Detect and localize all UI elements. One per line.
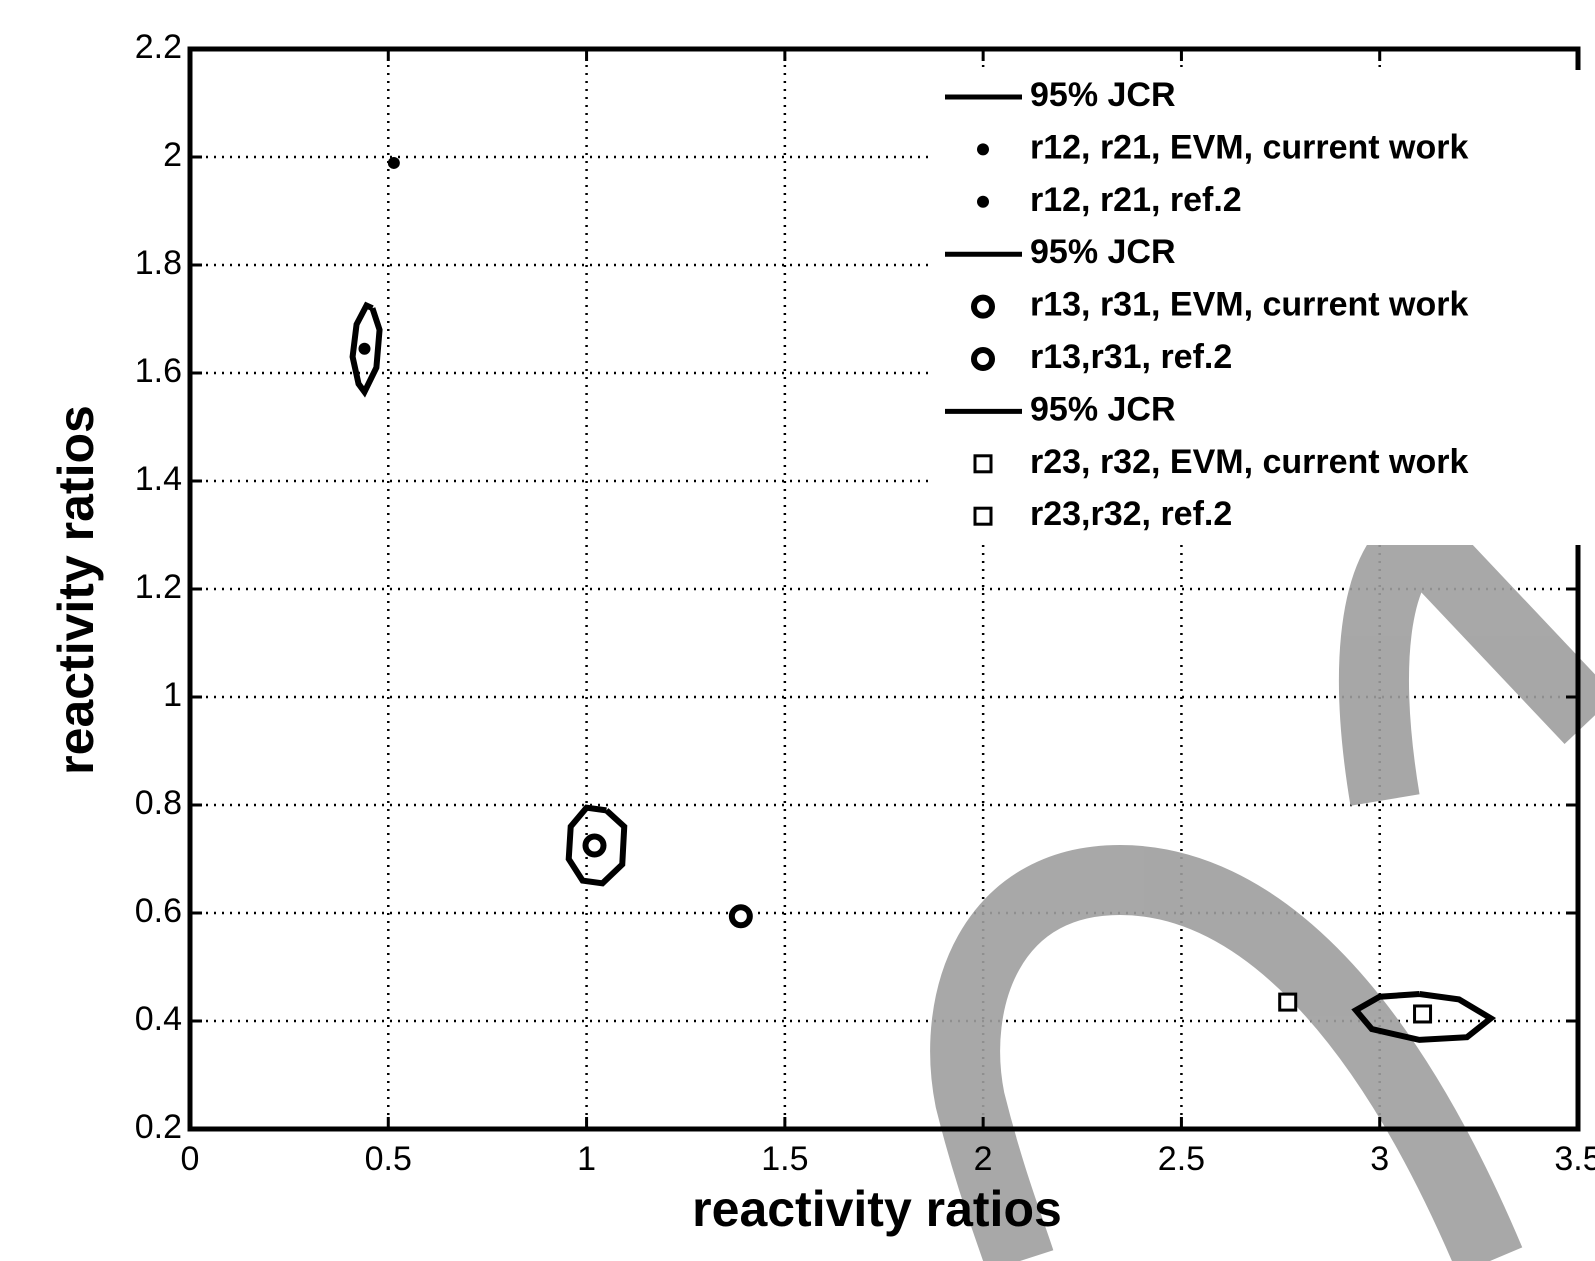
point xyxy=(358,342,371,355)
point xyxy=(977,143,989,156)
watermark-stroke xyxy=(1338,497,1595,806)
x-tick-label: 0 xyxy=(181,1140,200,1178)
legend-label: r13,r31, ref.2 xyxy=(1030,338,1232,376)
y-tick-label: 0.8 xyxy=(135,784,182,822)
legend: 95% JCR r12, r21, EVM, current work r12, r… xyxy=(945,76,1468,533)
point xyxy=(971,347,995,371)
watermark-stroke xyxy=(930,844,1523,1261)
y-tick-label: 0.4 xyxy=(135,1000,182,1038)
x-tick-label: 1.5 xyxy=(761,1140,808,1178)
legend-label: 95% JCR xyxy=(1030,390,1176,428)
legend-label: r13, r31, EVM, current work xyxy=(1030,286,1468,324)
x-axis-label: reactivity ratios xyxy=(692,1181,1062,1237)
legend-label: 95% JCR xyxy=(1030,233,1176,271)
x-tick-label: 2 xyxy=(974,1140,993,1178)
point xyxy=(973,506,993,526)
y-tick-label: 2.2 xyxy=(135,28,182,66)
legend-label: r12, r21, EVM, current work xyxy=(1030,128,1468,166)
legend-label: r12, r21, ref.2 xyxy=(1030,181,1242,219)
confidence-region xyxy=(349,301,383,398)
point xyxy=(977,195,989,208)
x-tick-label: 0.5 xyxy=(365,1140,412,1178)
point xyxy=(582,833,607,858)
y-tick-label: 1 xyxy=(163,676,182,714)
x-tick-label: 1 xyxy=(577,1140,596,1178)
point xyxy=(971,294,995,319)
confidence-region xyxy=(565,804,628,887)
x-tick-label: 3 xyxy=(1370,1140,1389,1178)
y-tick-label: 0.6 xyxy=(135,892,182,930)
x-tick-label: 2.5 xyxy=(1158,1140,1205,1178)
legend-label: r23, r32, EVM, current work xyxy=(1030,443,1468,481)
y-axis-label: reactivity ratios xyxy=(48,405,104,775)
y-tick-label: 0.2 xyxy=(135,1108,182,1146)
legend-box xyxy=(930,70,1595,545)
point xyxy=(1413,1004,1433,1024)
point xyxy=(387,156,400,169)
point xyxy=(728,904,753,929)
point xyxy=(1278,992,1298,1012)
watermark xyxy=(930,497,1595,1261)
y-tick-label: 2 xyxy=(163,136,182,174)
confidence-region xyxy=(1351,991,1497,1043)
x-tick-label: 3.5 xyxy=(1554,1140,1595,1178)
legend-label: 95% JCR xyxy=(1030,76,1176,114)
plot-area: 0 0.5 1 1.5 2 2.5 3 3.5 0.2 0.4 0.6 0.8 1 1.2 1.4 1.6 1.… xyxy=(135,28,1595,1178)
point xyxy=(973,454,993,474)
y-tick-label: 1.8 xyxy=(135,244,182,282)
legend-label: r23,r32, ref.2 xyxy=(1030,495,1232,533)
y-tick-label: 1.6 xyxy=(135,352,182,390)
y-tick-label: 1.4 xyxy=(135,460,182,498)
y-tick-label: 1.2 xyxy=(135,568,182,606)
axes-box xyxy=(187,46,1581,1132)
